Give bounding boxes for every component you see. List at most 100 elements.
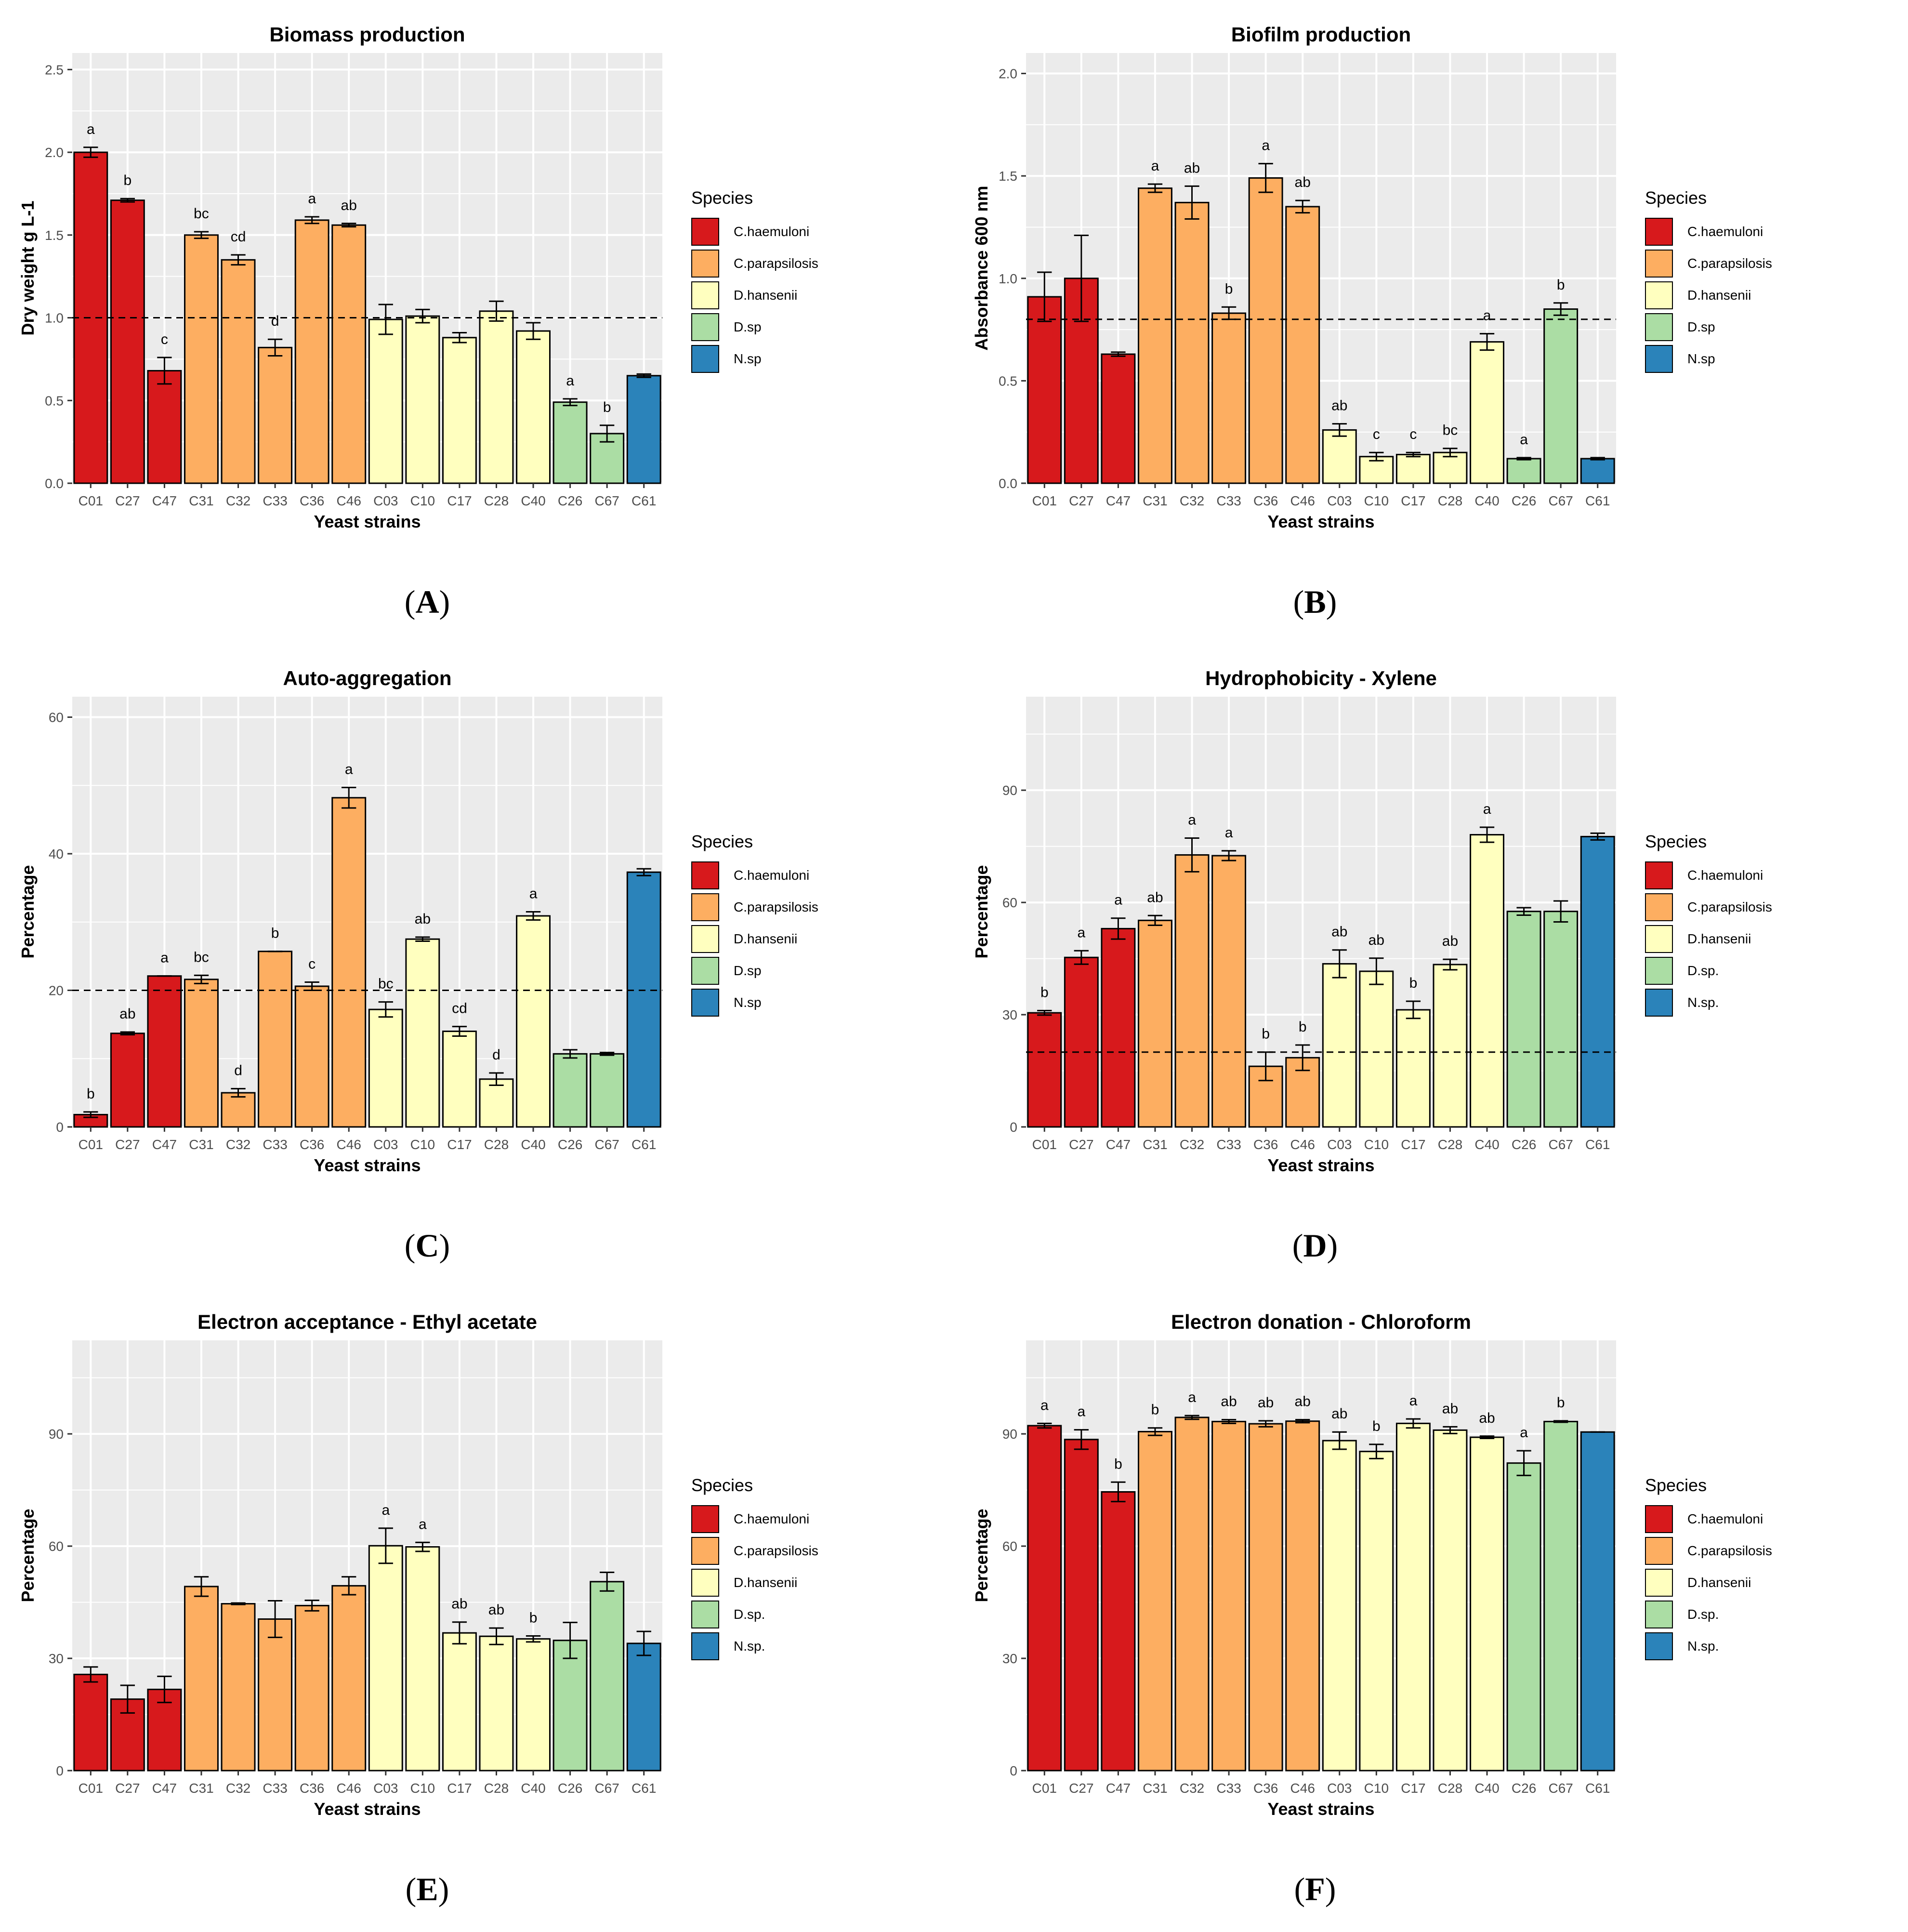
y-tick-label: 0.5 bbox=[45, 393, 64, 408]
error-bar bbox=[489, 300, 504, 322]
x-tick-label: C67 bbox=[594, 493, 619, 508]
x-tick-label: C61 bbox=[1585, 1781, 1610, 1796]
bar-c33 bbox=[1211, 312, 1247, 484]
error-bar bbox=[415, 308, 430, 324]
legend-item: D.hansenii bbox=[691, 279, 818, 311]
bar-c32 bbox=[1174, 201, 1210, 484]
bar-c32 bbox=[221, 259, 256, 484]
y-tick-label: 0 bbox=[56, 1120, 64, 1135]
panel-b-biofilm: a ab b a ab ab c c bc a a b 0.0 0.5 1.0 1.5 2.0 C01 C27 C47… bbox=[954, 0, 1908, 644]
chart-title: Electron acceptance - Ethyl acetate bbox=[197, 1310, 537, 1333]
significance-letter: a bbox=[160, 950, 169, 966]
bar-c27 bbox=[1064, 956, 1099, 1128]
x-tick-label: C26 bbox=[1512, 493, 1536, 508]
significance-letter: b bbox=[603, 399, 611, 415]
x-axis-label: Yeast strains bbox=[314, 512, 421, 531]
error-bar bbox=[599, 1571, 615, 1592]
error-bar bbox=[599, 424, 615, 443]
panel-letter: C bbox=[415, 1227, 439, 1264]
bar-c01 bbox=[73, 151, 108, 484]
legend: Species C.haemuloni C.parapsilosis D.hansen… bbox=[691, 1475, 818, 1662]
bar-c28 bbox=[1433, 964, 1468, 1128]
bar-c61 bbox=[1580, 835, 1615, 1128]
legend-item: D.hansenii bbox=[1645, 923, 1772, 955]
error-bar bbox=[452, 331, 467, 344]
error-bar bbox=[1147, 1427, 1163, 1436]
bar-c47 bbox=[1101, 1491, 1136, 1772]
error-bar bbox=[1406, 1000, 1421, 1019]
bar-c61 bbox=[626, 1642, 661, 1772]
bar-c01 bbox=[1027, 1012, 1062, 1128]
bar-c17 bbox=[442, 1031, 477, 1128]
significance-letter: d bbox=[492, 1047, 500, 1063]
legend-swatch bbox=[1645, 1537, 1673, 1565]
y-tick-label: 30 bbox=[49, 1651, 64, 1666]
error-bar bbox=[1074, 1429, 1089, 1450]
legend-label: N.sp. bbox=[1687, 995, 1719, 1010]
bar-c47 bbox=[147, 975, 182, 1128]
error-bar bbox=[1184, 837, 1199, 873]
significance-letter: a bbox=[529, 886, 538, 902]
legend-swatch bbox=[691, 218, 719, 246]
legend-swatch bbox=[1645, 893, 1673, 921]
error-bar bbox=[1184, 185, 1199, 220]
x-tick-label: C27 bbox=[115, 493, 140, 508]
x-tick-label: C32 bbox=[1180, 1137, 1204, 1152]
bar-c46 bbox=[1285, 206, 1320, 484]
y-tick-label: 2.5 bbox=[45, 62, 64, 77]
x-tick-label: C10 bbox=[410, 493, 435, 508]
x-tick-label: C31 bbox=[1143, 493, 1167, 508]
error-bar bbox=[304, 216, 319, 225]
bar-c33 bbox=[258, 1618, 293, 1772]
significance-letter: ab bbox=[119, 1006, 135, 1022]
error-bar bbox=[1332, 1431, 1347, 1450]
bar-c32 bbox=[1174, 854, 1210, 1128]
legend-item: C.haemuloni bbox=[691, 216, 818, 248]
error-bar bbox=[526, 322, 541, 340]
significance-letter: a bbox=[566, 373, 574, 389]
x-tick-label: C27 bbox=[1069, 1137, 1093, 1152]
legend-swatch bbox=[691, 281, 719, 309]
significance-letter: ab bbox=[1442, 1401, 1458, 1416]
error-bar bbox=[378, 1001, 393, 1018]
legend-swatch bbox=[691, 1569, 719, 1597]
panel-label: (A) bbox=[404, 583, 450, 620]
error-bar bbox=[526, 1635, 541, 1643]
y-tick-label: 2.0 bbox=[999, 66, 1017, 81]
x-tick-label: C28 bbox=[484, 493, 509, 508]
legend-label: C.parapsilosis bbox=[734, 256, 818, 271]
y-tick-label: 90 bbox=[1002, 1427, 1017, 1442]
x-tick-label: C26 bbox=[1512, 1137, 1536, 1152]
error-bar bbox=[1221, 850, 1237, 861]
panel-letter: B bbox=[1304, 583, 1326, 620]
bar-c28 bbox=[479, 310, 514, 484]
significance-letter: ab bbox=[1295, 1394, 1311, 1410]
x-tick-label: C46 bbox=[337, 1781, 361, 1796]
bar-c31 bbox=[1138, 919, 1172, 1128]
x-tick-label: C47 bbox=[1106, 1781, 1131, 1796]
bar-c36 bbox=[294, 985, 329, 1128]
significance-letter: b bbox=[1372, 1418, 1381, 1434]
legend: Species C.haemuloni C.parapsilosis D.hansen… bbox=[1645, 188, 1772, 375]
x-tick-label: C17 bbox=[447, 493, 472, 508]
significance-letter: a bbox=[1409, 1393, 1418, 1409]
panel-letter: F bbox=[1305, 1871, 1325, 1907]
bar-c10 bbox=[1359, 1451, 1394, 1772]
legend-item: N.sp. bbox=[1645, 1630, 1772, 1662]
legend: Species C.haemuloni C.parapsilosis D.hansen… bbox=[1645, 832, 1772, 1019]
x-tick-label: C31 bbox=[189, 1781, 213, 1796]
error-bar bbox=[489, 1627, 504, 1645]
legend-title: Species bbox=[691, 188, 753, 208]
significance-letter: ab bbox=[1184, 160, 1200, 176]
x-tick-label: C32 bbox=[226, 493, 250, 508]
legend-item: D.sp bbox=[691, 955, 818, 987]
legend-label: D.hansenii bbox=[1687, 931, 1751, 946]
x-tick-label: C17 bbox=[447, 1137, 472, 1152]
significance-letter: a bbox=[1151, 158, 1159, 174]
x-tick-label: C17 bbox=[1401, 493, 1425, 508]
bar-c36 bbox=[294, 219, 329, 484]
error-bar bbox=[1074, 950, 1089, 965]
legend-label: D.sp bbox=[1687, 319, 1715, 334]
legend-item: C.haemuloni bbox=[1645, 216, 1772, 248]
bar-c28 bbox=[1433, 1429, 1468, 1772]
